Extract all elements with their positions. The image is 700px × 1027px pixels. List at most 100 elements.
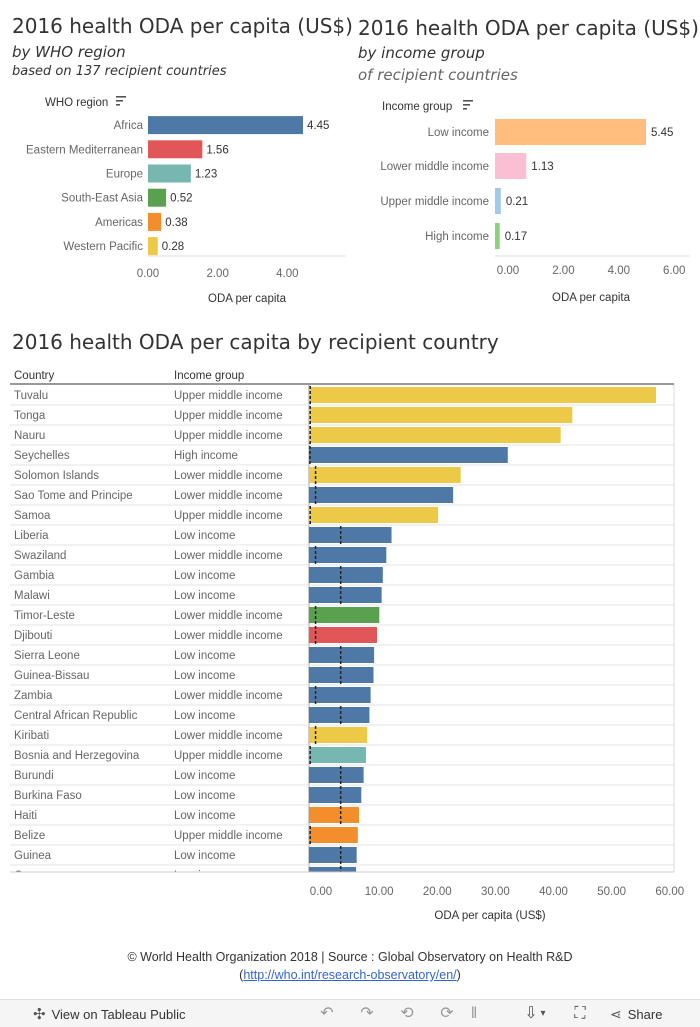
table-row[interactable]: Tonga Upper middle income: [10, 406, 674, 426]
bar-timor-leste[interactable]: [309, 607, 380, 623]
bar-south-east-asia[interactable]: [148, 188, 167, 207]
bar-nauru[interactable]: [309, 427, 561, 443]
share-icon: ⋖: [610, 1005, 622, 1022]
refresh-icon[interactable]: ⟳: [440, 1005, 454, 1022]
bar-guinea-bissau[interactable]: [309, 667, 374, 683]
income-group-cell: Lower middle income: [174, 550, 283, 562]
table-row[interactable]: Bosnia and Herzegovina Upper middle incom…: [10, 746, 674, 766]
bar-djibouti[interactable]: [309, 627, 378, 643]
bar-burkina-faso[interactable]: [309, 787, 362, 803]
bar-seychelles[interactable]: [309, 447, 508, 463]
table-row[interactable]: Djibouti Lower middle income: [10, 626, 674, 646]
table-row[interactable]: Seychelles High income: [10, 446, 674, 466]
bar-zambia[interactable]: [309, 687, 371, 703]
data-label: 0.28: [162, 241, 184, 253]
table-row[interactable]: Timor-Leste Lower middle income: [10, 606, 674, 626]
bar-kiribati[interactable]: [309, 727, 368, 743]
x-tick-label: 0.00: [137, 268, 159, 280]
bar-africa[interactable]: [148, 116, 303, 135]
revert-icon[interactable]: ⟲: [400, 1005, 414, 1022]
bar-tonga[interactable]: [309, 407, 573, 423]
table-row[interactable]: Tuvalu Upper middle income: [10, 386, 674, 406]
bar-high-income[interactable]: [495, 223, 500, 249]
income-chart-subtitle: by income group: [358, 44, 485, 62]
table-row[interactable]: Guinea-Bissau Low income: [10, 666, 674, 686]
bar-belize[interactable]: [309, 827, 358, 843]
table-row[interactable]: Liberia Low income: [10, 526, 674, 546]
income-bar-chart[interactable]: Income group Low income 5.45 Lower middle …: [350, 90, 700, 310]
bar-low-income[interactable]: [495, 119, 646, 145]
bar-western-pacific[interactable]: [148, 237, 158, 256]
country-name: Seychelles: [14, 450, 70, 462]
share-button[interactable]: ⋖ Share: [610, 1000, 662, 1027]
table-row[interactable]: Burundi Low income: [10, 766, 674, 786]
bar-europe[interactable]: [148, 164, 191, 183]
table-row[interactable]: Sierra Leone Low income: [10, 646, 674, 666]
bar-sao-tome-and-principe[interactable]: [309, 487, 454, 503]
income-group-cell: Low income: [174, 590, 235, 602]
income-group-cell: Lower middle income: [174, 470, 283, 482]
region-bar-chart[interactable]: WHO region Africa 4.45 Eastern Mediterrane…: [0, 90, 350, 310]
bar-samoa[interactable]: [309, 507, 439, 523]
pause-icon[interactable]: ‖: [470, 1005, 478, 1022]
bar-comoros[interactable]: [309, 867, 357, 883]
table-row[interactable]: Samoa Upper middle income: [10, 506, 674, 526]
table-row[interactable]: Comoros Low income: [10, 866, 674, 885]
table-row[interactable]: Central African Republic Low income: [10, 706, 674, 726]
redo-icon[interactable]: ↷: [360, 1005, 374, 1022]
footer-link[interactable]: http://who.int/research-observatory/en/: [243, 968, 457, 982]
bar-sierra-leone[interactable]: [309, 647, 375, 663]
bar-tuvalu[interactable]: [309, 387, 656, 403]
bar-malawi[interactable]: [309, 587, 382, 603]
country-bar-chart[interactable]: Country Income group Tuvalu Upper middle …: [0, 360, 700, 930]
view-on-tableau-label: View on Tableau Public: [51, 1006, 186, 1022]
bar-americas[interactable]: [148, 212, 162, 231]
country-name: Guinea-Bissau: [14, 670, 89, 682]
income-group-cell: Lower middle income: [174, 690, 283, 702]
country-name: Belize: [14, 830, 45, 842]
table-row[interactable]: Guinea Low income: [10, 846, 674, 866]
income-group-cell: Low income: [174, 770, 235, 782]
table-row[interactable]: Kiribati Lower middle income: [10, 726, 674, 746]
income-group-cell: High income: [174, 450, 238, 462]
bar-guinea[interactable]: [309, 847, 357, 863]
country-name: Tonga: [14, 410, 46, 422]
table-row[interactable]: Swaziland Lower middle income: [10, 546, 674, 566]
table-row[interactable]: Malawi Low income: [10, 586, 674, 606]
bar-bosnia-and-herzegovina[interactable]: [309, 747, 366, 763]
sort-icon[interactable]: [463, 100, 473, 110]
bar-upper-middle-income[interactable]: [495, 188, 501, 214]
table-row[interactable]: Zambia Lower middle income: [10, 686, 674, 706]
bar-liberia[interactable]: [309, 527, 392, 543]
bar-swaziland[interactable]: [309, 547, 387, 563]
table-row[interactable]: Sao Tome and Principe Lower middle income: [10, 486, 674, 506]
income-group-cell: Low income: [174, 850, 235, 862]
bar-gambia[interactable]: [309, 567, 383, 583]
bar-central-african-republic[interactable]: [309, 707, 370, 723]
table-row[interactable]: Gambia Low income: [10, 566, 674, 586]
bar-haiti[interactable]: [309, 807, 359, 823]
x-tick-label: 0.00: [310, 886, 332, 898]
category-label: Eastern Mediterranean: [26, 144, 143, 156]
sort-icon[interactable]: [116, 96, 126, 106]
download-icon[interactable]: ⇩: [524, 1005, 538, 1022]
data-label: 4.45: [307, 120, 329, 132]
table-row[interactable]: Haiti Low income: [10, 806, 674, 826]
tableau-logo-icon: ✣: [33, 1006, 46, 1023]
fullscreen-icon[interactable]: ⛶: [574, 1005, 586, 1022]
undo-icon[interactable]: ↶: [320, 1005, 334, 1022]
table-row[interactable]: Burkina Faso Low income: [10, 786, 674, 806]
bar-lower-middle-income[interactable]: [495, 153, 527, 179]
category-label: South-East Asia: [61, 193, 143, 205]
table-row[interactable]: Belize Upper middle income: [10, 826, 674, 846]
bar-burundi[interactable]: [309, 767, 364, 783]
x-axis-title: ODA per capita: [208, 293, 287, 305]
view-on-tableau-button[interactable]: ✣ View on Tableau Public: [33, 1000, 186, 1027]
table-row[interactable]: Nauru Upper middle income: [10, 426, 674, 446]
bar-eastern-mediterranean[interactable]: [148, 140, 203, 159]
table-row[interactable]: Solomon Islands Lower middle income: [10, 466, 674, 486]
chevron-down-icon[interactable]: ▾: [540, 1008, 546, 1019]
data-label: 1.13: [531, 161, 553, 173]
x-tick-label: 30.00: [481, 886, 510, 898]
bar-solomon-islands[interactable]: [309, 467, 461, 483]
